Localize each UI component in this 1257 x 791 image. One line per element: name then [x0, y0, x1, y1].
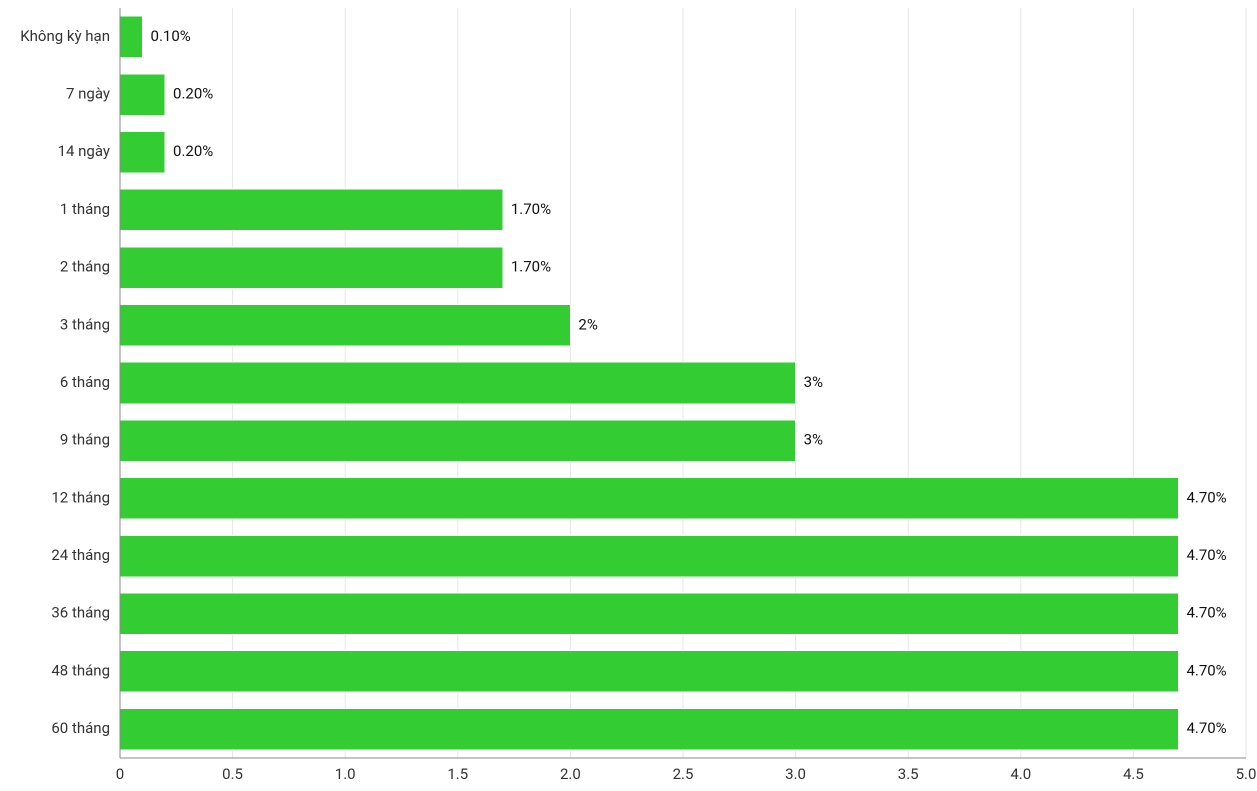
x-tick-label: 1.0 [335, 765, 356, 783]
bar [120, 247, 503, 289]
y-tick-label: 12 tháng [51, 488, 110, 506]
y-tick-label: 60 tháng [51, 719, 110, 737]
bar [120, 593, 1178, 635]
y-tick-label: Không kỳ hạn [20, 27, 110, 45]
bar [120, 362, 796, 404]
bar-value-label: 0.20% [173, 85, 213, 103]
bar-value-label: 4.70% [1186, 661, 1226, 679]
y-tick-label: 36 tháng [51, 604, 110, 622]
bar [120, 189, 503, 231]
x-tick-label: 3.0 [785, 765, 806, 783]
y-tick-label: 9 tháng [60, 431, 110, 449]
bar-value-label: 3% [804, 373, 823, 391]
y-tick-label: 6 tháng [60, 373, 110, 391]
bar [120, 478, 1178, 520]
bar-value-label: 1.70% [511, 200, 551, 218]
bar-value-label: 4.70% [1186, 604, 1226, 622]
bar [120, 74, 165, 116]
x-tick-label: 4.0 [1010, 765, 1031, 783]
bar [120, 535, 1178, 577]
bar-value-label: 4.70% [1186, 719, 1226, 737]
bar-value-label: 4.70% [1186, 546, 1226, 564]
bar [120, 708, 1178, 750]
y-tick-label: 2 tháng [60, 258, 110, 276]
bar-value-label: 2% [578, 315, 597, 333]
bar [120, 131, 165, 173]
x-tick-label: 5.0 [1236, 765, 1257, 783]
bar-value-label: 0.10% [151, 27, 191, 45]
x-tick-label: 3.5 [898, 765, 919, 783]
y-tick-label: 3 tháng [60, 315, 110, 333]
x-tick-label: 0 [116, 765, 124, 783]
y-tick-label: 1 tháng [60, 200, 110, 218]
bar-value-label: 0.20% [173, 142, 213, 160]
x-tick-label: 2.0 [560, 765, 581, 783]
y-tick-label: 7 ngày [66, 85, 110, 103]
bar-value-label: 1.70% [511, 258, 551, 276]
y-tick-label: 48 tháng [51, 661, 110, 679]
bar [120, 420, 796, 462]
chart-svg: 0 0.5 1.0 1.5 2.0 2.5 3.0 3.5 4.0 4.5 5.0 Không kỳ … [0, 0, 1257, 791]
x-tick-label: 0.5 [222, 765, 243, 783]
bar [120, 305, 570, 347]
interest-rate-bar-chart: 0 0.5 1.0 1.5 2.0 2.5 3.0 3.5 4.0 4.5 5.0 Không kỳ … [0, 0, 1257, 791]
bar [120, 651, 1178, 693]
y-tick-label: 24 tháng [51, 546, 110, 564]
bar-value-label: 4.70% [1186, 488, 1226, 506]
y-tick-label: 14 ngày [58, 142, 110, 160]
bar [120, 16, 143, 58]
bar-value-label: 3% [804, 431, 823, 449]
x-tick-label: 1.5 [447, 765, 468, 783]
x-tick-label: 2.5 [673, 765, 694, 783]
x-tick-label: 4.5 [1123, 765, 1144, 783]
